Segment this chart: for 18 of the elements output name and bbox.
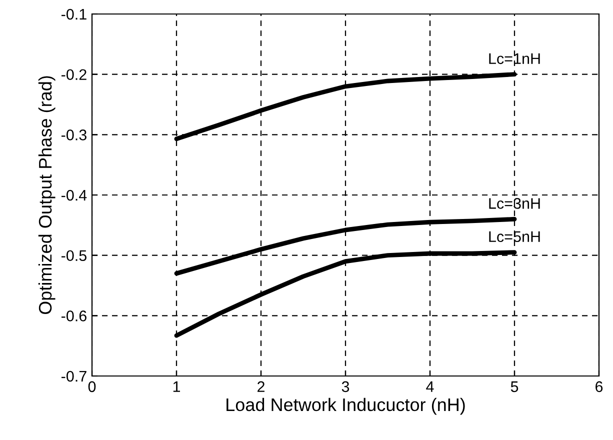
y-tick-label: -0.5 bbox=[61, 250, 86, 262]
x-tick-label: 4 bbox=[426, 381, 434, 392]
series-label: Lc=1nH bbox=[489, 53, 540, 64]
x-tick-label: 0 bbox=[88, 381, 96, 392]
x-tick-label: 2 bbox=[258, 381, 264, 392]
y-tick-label: -0.2 bbox=[61, 69, 86, 80]
y-tick-label: -0.4 bbox=[61, 190, 87, 201]
y-tick-label: -0.1 bbox=[61, 8, 86, 20]
y-tick-label: -0.6 bbox=[61, 310, 86, 322]
x-tick-label: 6 bbox=[596, 381, 603, 392]
x-tick-label: 1 bbox=[173, 381, 180, 392]
series-label: Lc=5nH bbox=[489, 231, 540, 242]
y-axis-title: Optimized Output Phase (rad) bbox=[38, 76, 56, 314]
y-tick-label: -0.3 bbox=[61, 130, 86, 140]
y-tick-label: -0.7 bbox=[61, 370, 86, 382]
x-tick-label: 3 bbox=[342, 381, 350, 392]
x-tick-label: 5 bbox=[510, 381, 518, 392]
x-axis-title: Load Network Inducuctor (nH) bbox=[226, 398, 465, 415]
